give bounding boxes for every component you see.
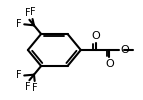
Text: F: F [25, 82, 31, 92]
Text: O: O [91, 31, 100, 41]
Text: O: O [105, 59, 114, 69]
Text: F: F [30, 7, 35, 17]
Text: F: F [16, 70, 22, 81]
Text: F: F [16, 19, 22, 29]
Text: F: F [32, 83, 37, 93]
Text: O: O [121, 45, 130, 55]
Text: F: F [25, 8, 31, 18]
